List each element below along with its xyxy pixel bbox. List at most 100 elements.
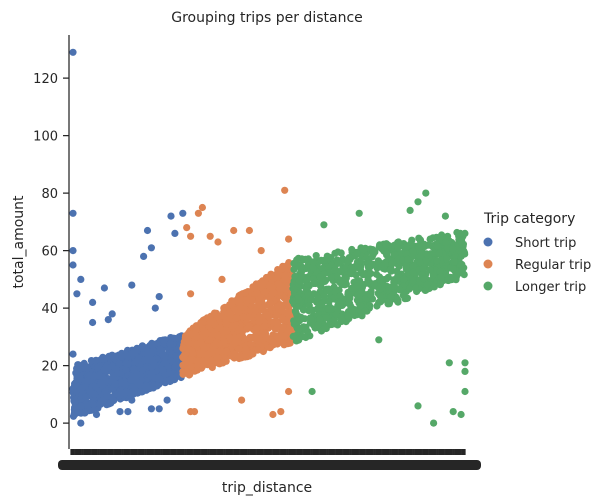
data-point-longer-trip bbox=[422, 257, 430, 265]
data-point-longer-trip bbox=[402, 249, 410, 257]
data-point-longer-trip bbox=[443, 255, 451, 263]
data-point-short-trip-outlier bbox=[69, 385, 77, 393]
data-point-longer-trip bbox=[375, 243, 383, 251]
y-tick-label: 40 bbox=[41, 302, 58, 317]
data-point-longer-trip-outlier bbox=[414, 198, 422, 206]
data-point-short-trip-outlier bbox=[147, 244, 155, 252]
data-point-longer-trip bbox=[374, 257, 382, 265]
data-point-longer-trip bbox=[377, 296, 385, 305]
data-point-longer-trip bbox=[325, 305, 333, 313]
y-tick-label: 80 bbox=[41, 187, 58, 202]
data-point-longer-trip bbox=[424, 251, 432, 259]
data-point-short-trip bbox=[159, 351, 167, 359]
data-point-regular-trip bbox=[257, 297, 265, 305]
data-point-regular-trip bbox=[201, 329, 209, 337]
data-point-regular-trip bbox=[185, 345, 193, 353]
data-point-longer-trip bbox=[402, 265, 410, 273]
data-point-short-trip bbox=[102, 363, 110, 371]
data-point-short-trip-outlier bbox=[108, 310, 116, 318]
data-point-regular-trip bbox=[281, 275, 289, 284]
data-point-longer-trip bbox=[334, 259, 342, 267]
data-point-short-trip-outlier bbox=[69, 350, 77, 358]
data-point-regular-trip bbox=[245, 322, 253, 330]
data-point-short-trip bbox=[77, 385, 85, 393]
data-point-regular-trip bbox=[216, 324, 224, 332]
data-point-longer-trip bbox=[320, 256, 329, 264]
data-point-short-trip bbox=[85, 371, 94, 379]
data-point-longer-trip bbox=[367, 291, 375, 299]
data-point-short-trip bbox=[173, 354, 181, 362]
data-point-longer-trip bbox=[409, 247, 417, 256]
data-point-longer-trip bbox=[299, 306, 308, 314]
data-point-longer-trip bbox=[295, 277, 303, 285]
data-point-longer-trip-outlier bbox=[375, 336, 383, 344]
data-point-longer-trip bbox=[295, 325, 303, 333]
data-point-longer-trip bbox=[423, 280, 431, 289]
data-point-regular-trip-outlier bbox=[285, 387, 293, 396]
y-axis-label: total_amount bbox=[11, 195, 27, 289]
data-point-longer-trip bbox=[449, 265, 457, 273]
data-point-longer-trip bbox=[416, 253, 424, 261]
data-point-regular-trip-outlier bbox=[285, 235, 293, 243]
data-point-short-trip bbox=[149, 341, 157, 349]
data-point-longer-trip bbox=[332, 310, 340, 319]
data-point-regular-trip bbox=[205, 323, 213, 332]
data-point-short-trip bbox=[83, 401, 91, 409]
data-point-short-trip bbox=[127, 376, 135, 384]
data-point-longer-trip bbox=[349, 265, 357, 274]
data-point-longer-trip bbox=[345, 299, 353, 307]
data-point-short-trip-outlier bbox=[167, 212, 175, 220]
data-point-longer-trip bbox=[316, 273, 324, 281]
data-point-short-trip bbox=[109, 397, 117, 405]
data-point-longer-trip bbox=[420, 240, 428, 248]
data-point-longer-trip bbox=[404, 255, 412, 264]
data-point-short-trip-outlier bbox=[89, 298, 97, 306]
data-point-short-trip bbox=[130, 365, 138, 373]
data-point-longer-trip-outlier bbox=[461, 367, 469, 375]
data-point-short-trip-outlier bbox=[89, 318, 97, 327]
data-point-short-trip bbox=[129, 349, 137, 357]
data-point-longer-trip bbox=[382, 241, 390, 249]
data-point-regular-trip bbox=[214, 332, 222, 340]
data-point-regular-trip bbox=[185, 339, 193, 347]
data-point-short-trip bbox=[111, 380, 119, 388]
data-point-short-trip bbox=[140, 356, 149, 364]
data-point-longer-trip bbox=[290, 286, 298, 294]
data-point-regular-trip-outlier bbox=[187, 232, 195, 240]
data-point-regular-trip bbox=[268, 291, 276, 299]
data-point-longer-trip bbox=[370, 280, 378, 288]
data-point-short-trip-outlier bbox=[73, 290, 81, 298]
data-point-short-trip bbox=[95, 372, 103, 380]
data-point-regular-trip-outlier bbox=[198, 203, 206, 212]
data-point-longer-trip bbox=[303, 275, 311, 283]
data-point-short-trip-outlier bbox=[77, 419, 85, 427]
data-point-longer-trip bbox=[402, 243, 410, 251]
data-point-short-trip bbox=[84, 364, 92, 373]
data-point-short-trip bbox=[123, 360, 131, 368]
data-point-longer-trip bbox=[290, 259, 298, 267]
data-point-regular-trip bbox=[253, 324, 261, 332]
data-point-short-trip bbox=[76, 372, 84, 380]
data-point-short-trip bbox=[151, 374, 159, 382]
legend-marker bbox=[483, 259, 493, 269]
data-point-short-trip bbox=[121, 380, 129, 388]
data-point-longer-trip bbox=[366, 263, 374, 271]
data-point-longer-trip bbox=[409, 268, 417, 277]
data-point-short-trip bbox=[171, 334, 179, 343]
y-tick-label: 60 bbox=[41, 245, 58, 260]
data-point-short-trip bbox=[131, 384, 139, 392]
data-point-regular-trip bbox=[266, 299, 274, 307]
y-tick-label: 120 bbox=[33, 72, 58, 87]
data-point-regular-trip bbox=[232, 314, 241, 322]
data-point-short-trip bbox=[94, 364, 102, 372]
data-point-regular-trip bbox=[194, 357, 202, 365]
data-point-longer-trip bbox=[442, 238, 450, 247]
data-point-short-trip bbox=[134, 356, 142, 364]
data-point-short-trip bbox=[136, 381, 144, 389]
data-point-longer-trip bbox=[387, 292, 395, 301]
data-point-longer-trip bbox=[421, 286, 429, 294]
data-point-longer-trip bbox=[426, 236, 434, 244]
data-point-short-trip bbox=[150, 383, 158, 391]
data-point-regular-trip-outlier bbox=[190, 408, 199, 416]
